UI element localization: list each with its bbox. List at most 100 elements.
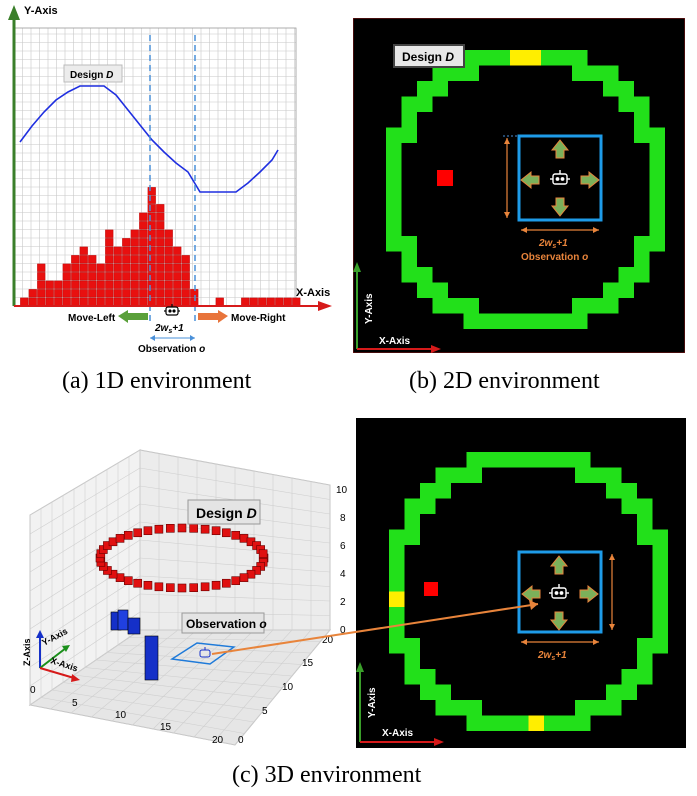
- ring-cube: [143, 526, 153, 536]
- agent-icon: [199, 647, 211, 658]
- ring-cube: [231, 576, 240, 585]
- ring-cell: [652, 638, 668, 654]
- histogram-bar-cell: [173, 255, 182, 264]
- height-arrowhead-top: [504, 138, 510, 144]
- agent-icon: [550, 170, 570, 185]
- ring-cell: [603, 282, 619, 298]
- histogram-bar-cell: [122, 255, 131, 264]
- ring-cell: [559, 715, 575, 731]
- ring-cube: [177, 523, 187, 533]
- histogram-bar-cell: [105, 272, 114, 281]
- triad-x-arrowhead: [71, 674, 80, 682]
- histogram-bar-cell: [147, 212, 156, 221]
- histogram-bar-cell: [147, 246, 156, 255]
- ring-cell: [432, 298, 448, 314]
- observation-window: [517, 134, 603, 222]
- ring-cell: [417, 96, 433, 112]
- y-axis-arrowhead: [356, 662, 364, 672]
- ring-cell: [541, 50, 557, 66]
- window-size-label: 2ws+1: [154, 323, 184, 335]
- histogram-bar-cell: [173, 246, 182, 255]
- ring-cell: [386, 205, 402, 221]
- histogram-bar-cell: [113, 246, 122, 255]
- triad-z-arrowhead: [36, 630, 44, 638]
- histogram-bar-cell: [54, 280, 63, 289]
- ring-cell: [420, 684, 436, 700]
- histogram-bar-cell: [88, 280, 97, 289]
- goal-cell: [510, 50, 526, 66]
- ring-cell: [386, 236, 402, 252]
- histogram-bar-cell: [96, 289, 105, 298]
- window-size-label: 2ws+1: [538, 238, 568, 250]
- histogram-bar-cell: [105, 263, 114, 272]
- y-axis-label: Y-Axis: [367, 687, 378, 718]
- ring-cell: [652, 545, 668, 561]
- histogram-bar-cell: [164, 289, 173, 298]
- ring-cell: [621, 498, 637, 514]
- svg-text:20: 20: [212, 735, 224, 746]
- connector-arrowhead: [529, 600, 538, 610]
- histogram-bar-cell: [71, 255, 80, 264]
- histogram-bar-cell: [71, 272, 80, 281]
- connector-arrow: [211, 603, 539, 655]
- ring-cell: [448, 298, 464, 314]
- ring-cell: [618, 282, 634, 298]
- svg-text:6: 6: [340, 541, 346, 552]
- histogram-bar-cell: [79, 246, 88, 255]
- ring-cell: [587, 65, 603, 81]
- ring-cell: [575, 700, 591, 716]
- ring-cell: [634, 236, 650, 252]
- histogram-bar-cell: [139, 229, 148, 238]
- panel-1d-environment: Y-Axis X-Axis Design D Move-Left Move-Ri…: [8, 5, 332, 355]
- ring-cell: [479, 313, 495, 329]
- ring-cell: [448, 65, 464, 81]
- ring-cell: [466, 715, 482, 731]
- histogram-bar-cell: [113, 263, 122, 272]
- histogram-bar-cell: [139, 212, 148, 221]
- goal-cell: [528, 715, 544, 731]
- ring-cell: [386, 158, 402, 174]
- ring-cube: [222, 528, 231, 538]
- ring-cell: [404, 529, 420, 545]
- histogram-bar-cell: [71, 289, 80, 298]
- histogram-bar-cell: [79, 272, 88, 281]
- y-axis-label: Y-Axis: [24, 5, 58, 17]
- observation-window: [517, 550, 603, 634]
- ring-cell: [497, 452, 513, 468]
- ring-cell: [637, 653, 653, 669]
- histogram-bar-cell: [79, 263, 88, 272]
- ring-cube: [133, 578, 142, 588]
- ring-cell: [572, 65, 588, 81]
- move-down-arrow: [549, 611, 569, 631]
- ring-cell: [634, 251, 650, 267]
- histogram-bar-cell: [147, 187, 156, 196]
- histogram-bar-cell: [181, 289, 190, 298]
- svg-text:8: 8: [340, 513, 346, 524]
- ring-cell: [525, 313, 541, 329]
- ring-cell: [435, 700, 451, 716]
- ring-cell: [389, 576, 405, 592]
- ring-cell: [401, 236, 417, 252]
- histogram-bar-cell: [37, 263, 46, 272]
- histogram-bar-cell: [164, 238, 173, 247]
- ring-cell: [652, 591, 668, 607]
- ring-cube: [258, 549, 268, 559]
- ring-cube: [211, 580, 221, 590]
- panel-3d-plot: Design D Observation o 0 2 4 6 8 10 0 5 …: [22, 449, 348, 746]
- histogram-bar-cell: [147, 272, 156, 281]
- observation-label: Observation o: [138, 344, 205, 355]
- y-axis-label: Y-Axis: [364, 293, 375, 324]
- ring-cell: [417, 282, 433, 298]
- histogram-bar-cell: [130, 263, 139, 272]
- ring-cube: [154, 524, 164, 534]
- y-axis-arrowhead: [353, 262, 361, 272]
- histogram-bar-cell: [122, 280, 131, 289]
- histogram-bar-cell: [173, 272, 182, 281]
- histogram-bar-cell: [88, 263, 97, 272]
- ring-cell: [435, 684, 451, 700]
- z-tick-labels: 0 2 4 6 8 10: [336, 485, 348, 636]
- histogram-bar-cell: [122, 238, 131, 247]
- ring-cell: [544, 452, 560, 468]
- ring-cell: [435, 483, 451, 499]
- svg-text:20: 20: [322, 635, 334, 646]
